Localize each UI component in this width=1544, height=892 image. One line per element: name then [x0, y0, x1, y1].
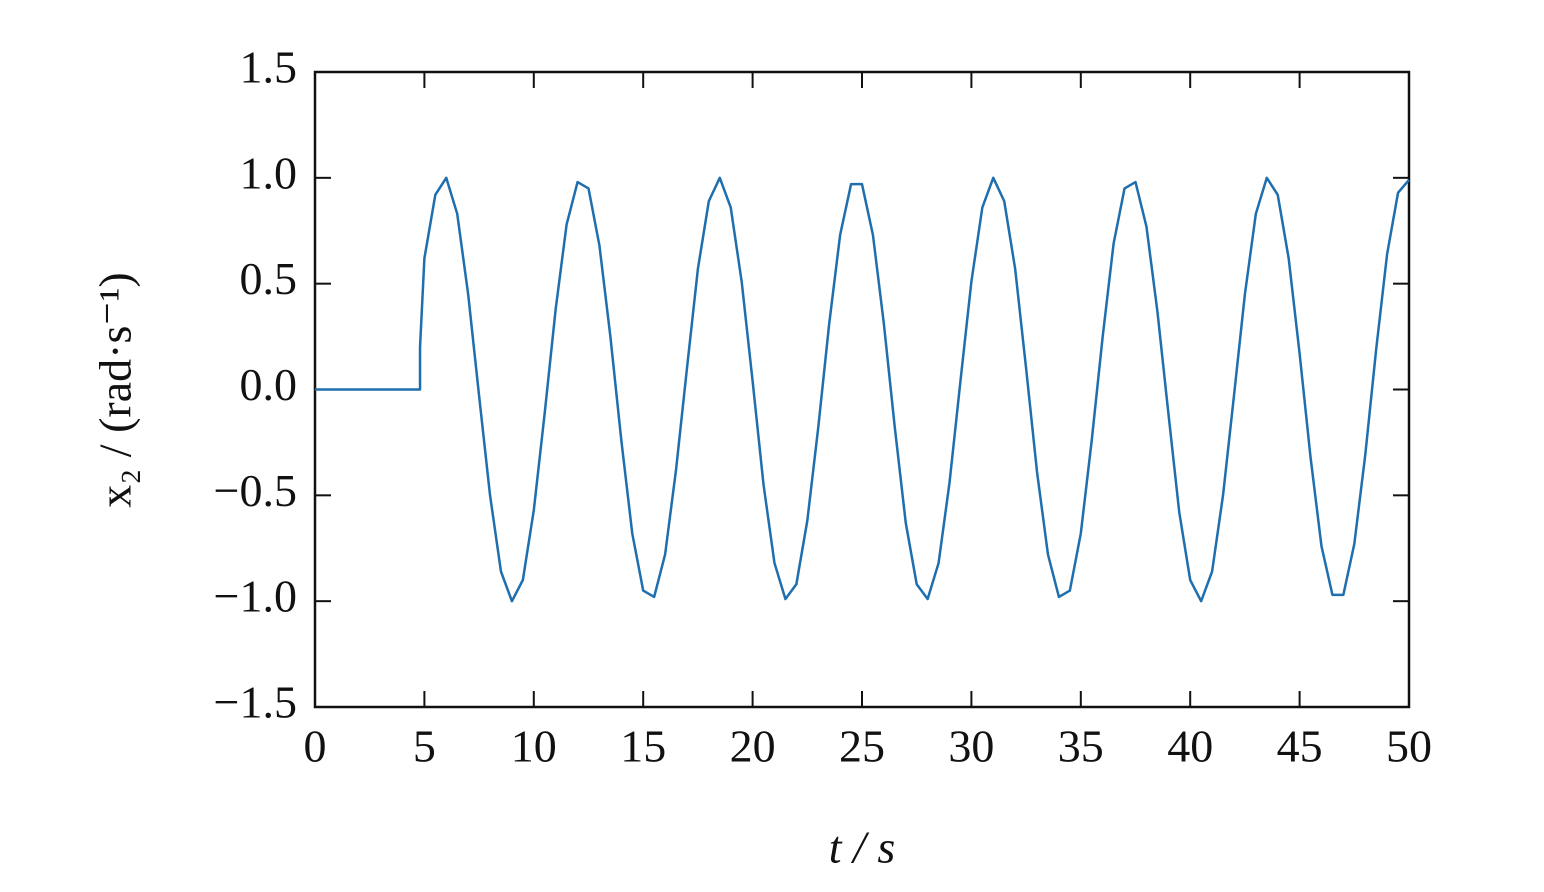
x-tick-label: 10	[511, 721, 557, 772]
y-tick-label: 0.5	[240, 253, 298, 304]
y-tick-label: −1.0	[214, 571, 297, 622]
x-tick-label: 45	[1277, 721, 1323, 772]
x-tick-label: 0	[304, 721, 327, 772]
x-tick-label: 15	[620, 721, 666, 772]
y-axis-label: x₂ / (rad·s⁻¹)	[90, 272, 141, 507]
x-tick-label: 5	[413, 721, 436, 772]
y-tick-label: −0.5	[214, 465, 297, 516]
y-tick-label: −1.5	[214, 677, 297, 728]
x-tick-label: 35	[1058, 721, 1104, 772]
x-tick-label: 20	[730, 721, 776, 772]
y-tick-label: 1.0	[240, 147, 298, 198]
x-tick-label: 30	[948, 721, 994, 772]
data-line	[315, 176, 1410, 603]
x-tick-label: 25	[839, 721, 885, 772]
x-tick-label: 50	[1386, 721, 1432, 772]
x-tick-label: 40	[1167, 721, 1213, 772]
x-axis-label: t / s	[829, 822, 895, 873]
y-tick-label: 0.0	[240, 359, 298, 410]
y-tick-label: 1.5	[240, 42, 298, 93]
